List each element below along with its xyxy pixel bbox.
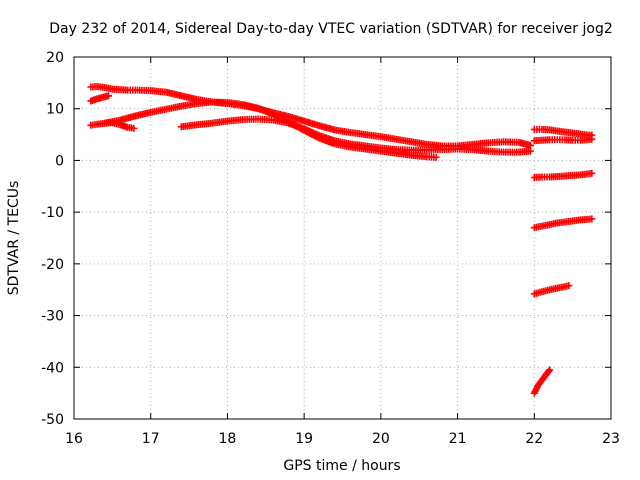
- data-point: [105, 92, 113, 100]
- y-tick-label: -20: [41, 257, 64, 273]
- plot-frame: [73, 56, 612, 420]
- y-axis-label: SDTVAR / TECUs: [6, 181, 22, 296]
- x-tick-label: 21: [449, 431, 467, 447]
- series-arc-2: [87, 92, 113, 105]
- x-tick-label: 16: [65, 431, 83, 447]
- series-arc-11: [530, 366, 554, 397]
- series-arc-8: [530, 169, 596, 181]
- chart-title: Day 232 of 2014, Sidereal Day-to-day VTE…: [49, 21, 612, 37]
- data-point: [565, 282, 573, 290]
- series-arc-9: [530, 215, 596, 232]
- x-tick-label: 19: [295, 431, 313, 447]
- y-tick-label: 0: [55, 153, 64, 169]
- x-tick-label: 22: [525, 431, 543, 447]
- data-point: [526, 147, 534, 155]
- y-tick-label: -50: [41, 412, 64, 428]
- data-points: [87, 82, 596, 397]
- x-tick-labels: 16 17 18 19 20 21 22 23: [65, 431, 620, 447]
- series-arc-5: [177, 115, 534, 156]
- data-point: [588, 215, 596, 223]
- y-tick-labels: -50 -40 -30 -20 -10 0 10 20: [41, 50, 64, 428]
- y-tick-label: -10: [41, 205, 64, 221]
- series-arc-1: [87, 82, 534, 150]
- x-tick-label: 20: [372, 431, 390, 447]
- data-point: [588, 169, 596, 177]
- y-tick-label: -40: [41, 360, 64, 376]
- data-point: [545, 367, 553, 375]
- series-arc-7: [530, 135, 596, 145]
- x-tick-label: 17: [142, 431, 160, 447]
- x-axis-label: GPS time / hours: [283, 458, 400, 474]
- series-arc-10: [530, 282, 573, 298]
- y-tick-label: 10: [46, 102, 64, 118]
- grid-lines: [74, 57, 611, 419]
- data-point: [546, 366, 554, 374]
- y-tick-label: -30: [41, 309, 64, 325]
- x-tick-label: 18: [219, 431, 237, 447]
- y-tick-label: 20: [46, 50, 64, 66]
- axis-ticks: [73, 56, 612, 420]
- data-point: [588, 135, 596, 143]
- data-point: [432, 153, 440, 161]
- data-point: [130, 124, 138, 132]
- x-tick-label: 23: [602, 431, 620, 447]
